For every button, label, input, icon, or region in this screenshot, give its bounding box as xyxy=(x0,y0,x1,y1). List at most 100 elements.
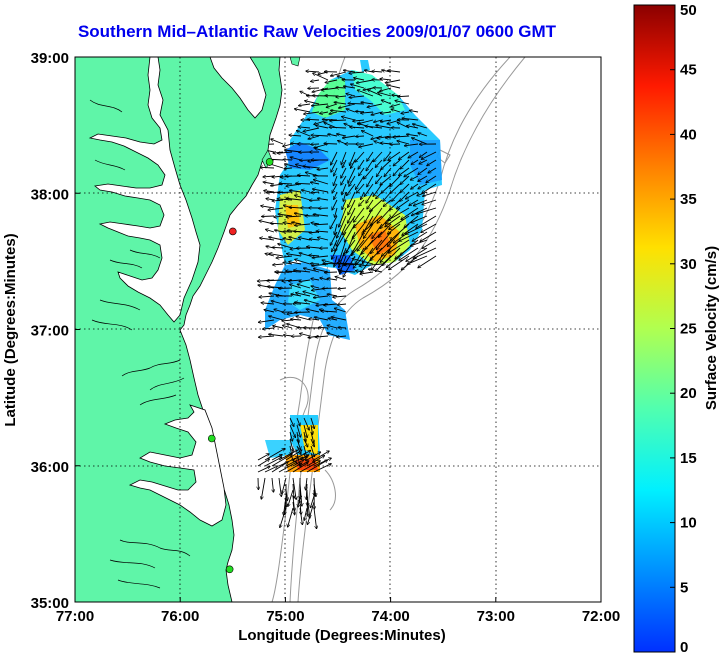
velocity-arrow xyxy=(362,131,374,137)
velocity-arrow xyxy=(278,462,297,473)
velocity-arrow xyxy=(295,259,311,265)
velocity-arrow xyxy=(306,452,321,461)
velocity-arrow xyxy=(407,126,419,129)
velocity-arrow xyxy=(312,87,329,92)
velocity-arrow xyxy=(260,167,275,168)
velocity-arrow xyxy=(409,199,419,206)
velocity-arrow xyxy=(378,223,392,237)
velocity-arrow xyxy=(367,175,374,187)
velocity-arrow xyxy=(347,207,356,223)
radar-station-marker xyxy=(207,434,216,443)
velocity-arrow xyxy=(380,112,392,113)
velocity-arrow xyxy=(289,424,295,438)
velocity-arrow xyxy=(280,507,287,527)
velocity-arrow xyxy=(378,92,392,97)
velocity-arrow xyxy=(355,175,365,189)
velocity-arrow xyxy=(310,438,314,447)
velocity-arrow xyxy=(334,223,338,234)
velocity-arrow xyxy=(361,255,374,273)
velocity-arrow xyxy=(382,247,401,265)
velocity-arrow xyxy=(284,168,293,169)
velocity-arrow xyxy=(369,269,383,273)
velocity-arrow xyxy=(311,286,320,288)
velocity-arrow xyxy=(303,291,320,297)
y-tick-label: 36:00 xyxy=(31,459,69,476)
velocity-arrow xyxy=(334,167,338,176)
velocity-arrow xyxy=(292,222,302,224)
velocity-arrow xyxy=(311,135,329,136)
velocity-arrow xyxy=(315,336,329,337)
velocity-arrow xyxy=(356,111,365,112)
velocity-arrow xyxy=(421,223,437,232)
velocity-arrow xyxy=(306,477,307,490)
velocity-arrow xyxy=(385,215,401,227)
velocity-arrow xyxy=(306,309,320,313)
velocity-arrow xyxy=(283,223,293,224)
velocity-arrow xyxy=(360,271,374,274)
velocity-arrow xyxy=(351,84,365,89)
velocity-arrow xyxy=(309,255,320,256)
velocity-arrow xyxy=(259,296,275,297)
velocity-arrow xyxy=(411,159,419,164)
velocity-arrow xyxy=(314,224,329,225)
velocity-arrow xyxy=(303,438,308,447)
velocity-arrow xyxy=(306,460,327,473)
x-tick-label: 76:00 xyxy=(161,608,199,625)
velocity-arrow xyxy=(353,120,365,121)
velocity-arrow xyxy=(393,159,401,166)
velocity-arrow xyxy=(343,215,356,235)
velocity-arrow xyxy=(390,183,401,193)
velocity-arrow xyxy=(269,254,284,257)
colorbar-tick-label: 20 xyxy=(680,385,697,402)
velocity-arrow xyxy=(264,457,282,467)
velocity-arrow xyxy=(392,191,401,201)
velocity-arrow xyxy=(349,175,356,186)
velocity-arrow xyxy=(322,119,338,120)
velocity-arrow xyxy=(307,501,308,516)
velocity-arrow xyxy=(355,247,365,264)
velocity-arrow xyxy=(294,231,311,232)
x-axis-label: Longitude (Degrees:Minutes) xyxy=(238,627,446,644)
colorbar-tick-label: 30 xyxy=(680,256,697,273)
radar-station-marker xyxy=(229,227,237,236)
velocity-arrow xyxy=(347,183,356,195)
velocity-vectors xyxy=(257,70,437,529)
velocity-arrow xyxy=(274,216,284,217)
velocity-arrow xyxy=(388,207,410,220)
velocity-arrow xyxy=(310,452,314,463)
velocity-arrow xyxy=(368,90,383,97)
velocity-arrow xyxy=(304,507,308,520)
radar-station-marker xyxy=(225,565,234,574)
velocity-arrow xyxy=(274,309,284,313)
velocity-arrow xyxy=(299,507,302,525)
velocity-arrow xyxy=(399,231,419,241)
velocity-arrow xyxy=(332,247,338,259)
velocity-arrow xyxy=(376,231,392,250)
velocity-arrow xyxy=(376,191,383,199)
velocity-arrow xyxy=(337,304,347,305)
velocity-arrow xyxy=(349,151,356,165)
velocity-arrow xyxy=(271,455,282,461)
velocity-arrow xyxy=(416,207,437,214)
velocity-arrow xyxy=(296,424,301,437)
velocity-arrow xyxy=(264,466,277,473)
velocity-arrow xyxy=(396,199,410,209)
velocity-arrow xyxy=(290,190,302,192)
x-tick-label: 73:00 xyxy=(477,608,515,625)
velocity-arrow xyxy=(289,262,302,265)
velocity-arrow xyxy=(310,417,314,429)
velocity-arrow xyxy=(357,90,374,97)
velocity-arrow xyxy=(380,175,392,185)
velocity-arrow xyxy=(317,168,329,170)
velocity-arrow xyxy=(272,247,284,248)
velocity-arrow xyxy=(324,143,338,144)
velocity-arrow xyxy=(258,319,275,322)
velocity-arrow xyxy=(370,207,383,226)
velocity-arrow xyxy=(330,231,338,245)
chesapeake-bay xyxy=(88,57,201,323)
velocity-arrow xyxy=(400,159,410,169)
radar-station-marker xyxy=(298,47,305,54)
velocity-arrow xyxy=(289,207,302,208)
velocity-arrow xyxy=(406,247,428,261)
map-title: Southern Mid–Atlantic Raw Velocities 200… xyxy=(77,22,557,41)
